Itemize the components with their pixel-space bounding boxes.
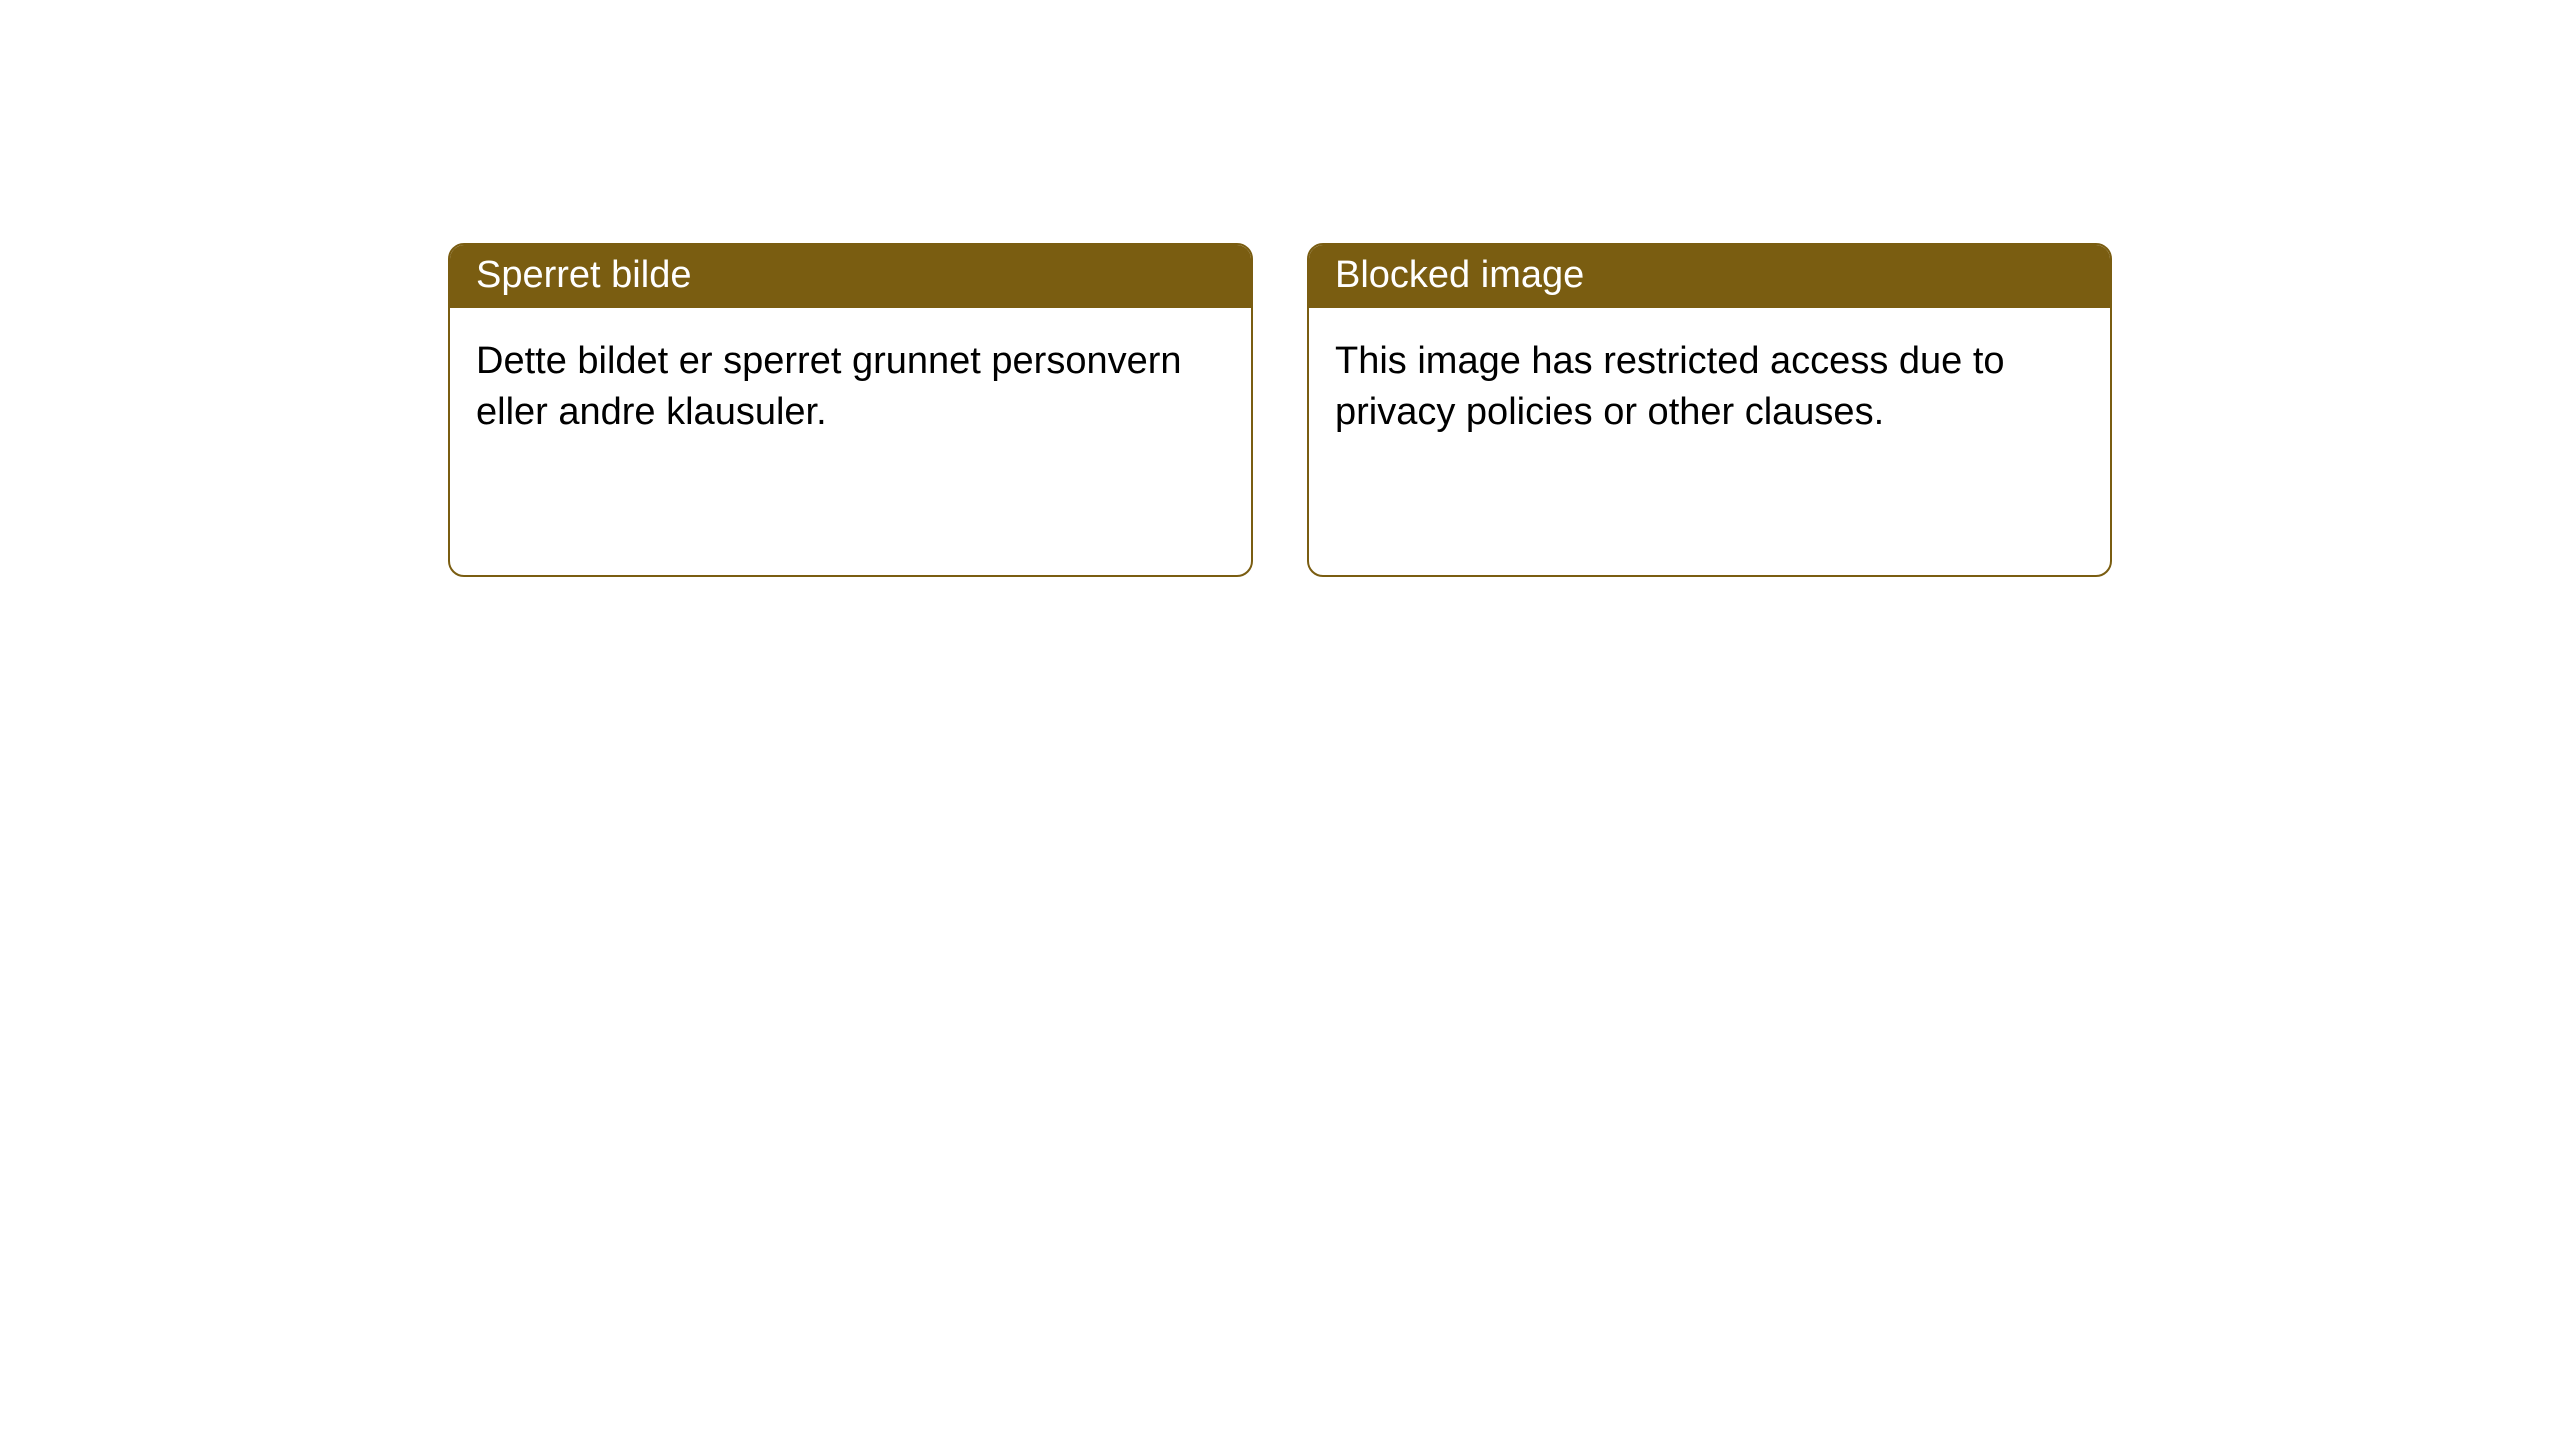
notice-message: This image has restricted access due to … (1335, 340, 2005, 433)
notice-container: Sperret bilde Dette bildet er sperret gr… (0, 0, 2560, 577)
notice-header: Blocked image (1309, 245, 2110, 308)
notice-box-norwegian: Sperret bilde Dette bildet er sperret gr… (448, 243, 1253, 577)
notice-body: This image has restricted access due to … (1309, 308, 2110, 466)
notice-box-english: Blocked image This image has restricted … (1307, 243, 2112, 577)
notice-title: Blocked image (1335, 254, 1584, 296)
notice-body: Dette bildet er sperret grunnet personve… (450, 308, 1251, 466)
notice-title: Sperret bilde (476, 254, 691, 296)
notice-header: Sperret bilde (450, 245, 1251, 308)
notice-message: Dette bildet er sperret grunnet personve… (476, 340, 1182, 433)
